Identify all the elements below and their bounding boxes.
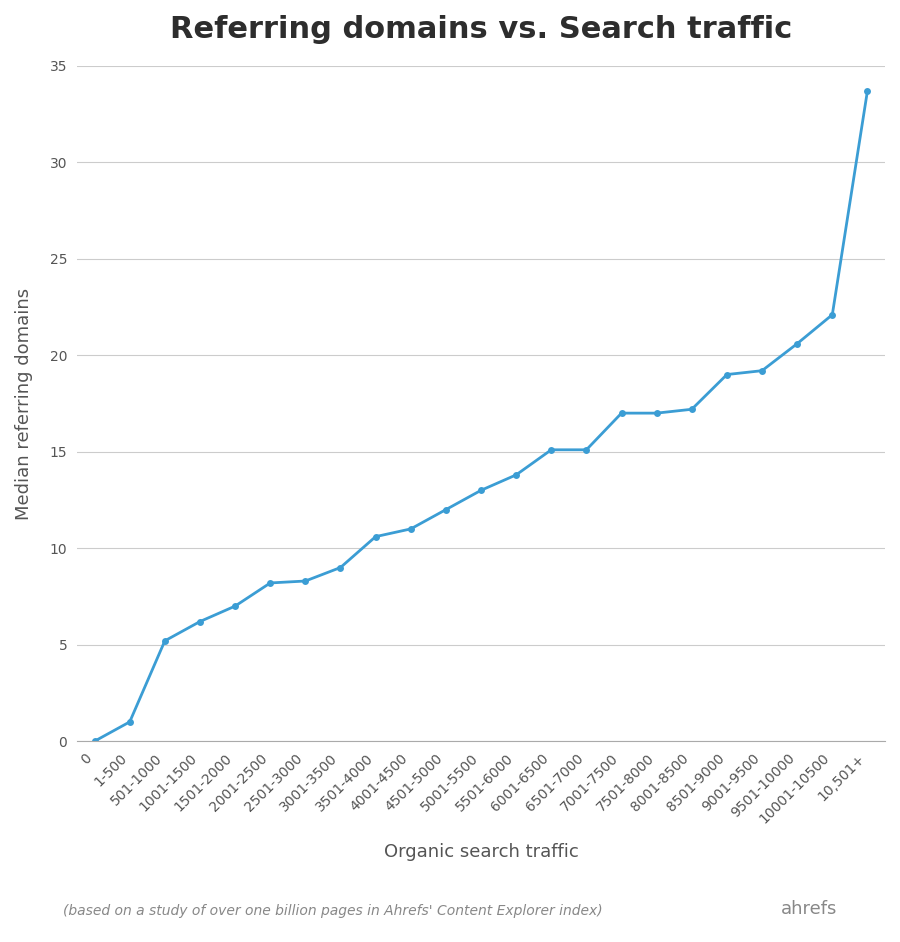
Y-axis label: Median referring domains: Median referring domains <box>15 287 33 520</box>
X-axis label: Organic search traffic: Organic search traffic <box>383 843 579 861</box>
Title: Referring domains vs. Search traffic: Referring domains vs. Search traffic <box>170 15 792 44</box>
Text: (based on a study of over one billion pages in Ahrefs' Content Explorer index): (based on a study of over one billion pa… <box>63 904 603 918</box>
Text: ahrefs: ahrefs <box>780 901 837 918</box>
